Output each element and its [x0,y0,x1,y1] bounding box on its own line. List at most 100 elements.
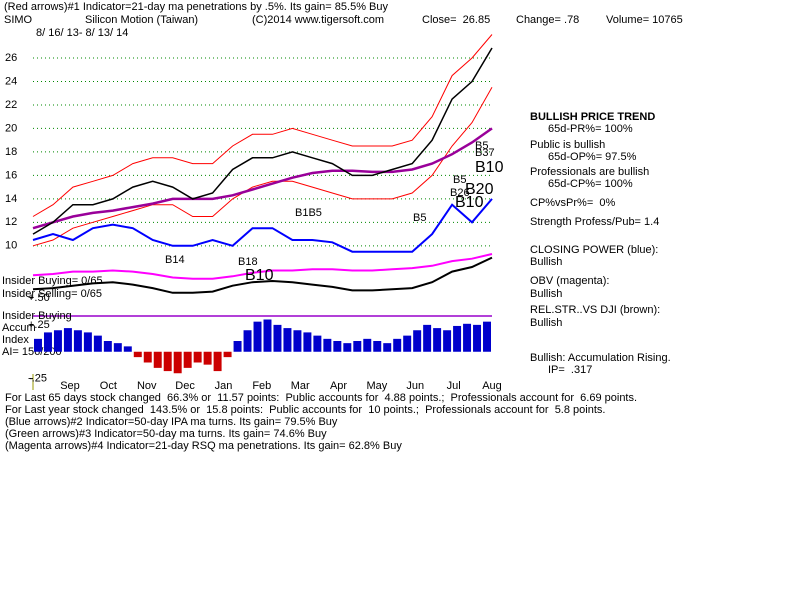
volume: Volume= 10765 [606,14,683,26]
accum-bar [323,338,332,352]
y-tick-label: 26 [5,52,17,64]
insider-note: Insider Buying [2,310,72,322]
accum-bar [473,324,482,352]
accum-bar [433,328,442,352]
x-tick-label: Sep [60,380,80,392]
accum-bar [193,351,202,363]
x-tick-label: Aug [482,380,502,392]
signal-label: B20 [465,181,494,198]
accum-bar [483,321,491,352]
footer-line: (Magenta arrows)#4 Indicator=21-day RSQ … [5,440,402,452]
accum-bar [93,335,102,352]
side-note: IP= .317 [548,364,592,376]
accum-bar [353,341,362,352]
accum-bar [253,321,262,352]
accum-bar [283,328,292,352]
y-tick-label: 14 [5,193,17,205]
signal-label: B5 [413,212,426,224]
insider-note: Index [2,334,29,346]
signal-label: B10 [475,159,504,176]
side-note: Bullish [530,256,562,268]
close: Close= 26.85 [422,14,490,26]
insider-note: Insider Buying= 0/65 [2,275,103,287]
accum-bar [143,351,152,363]
y-tick-label: 18 [5,146,17,158]
signal-label: B10 [455,194,484,211]
side-note: Public is bullish [530,139,605,151]
accum-bar [113,343,122,352]
accum-bar [243,330,252,352]
series-line [32,253,493,280]
signal-label: B1B5 [295,207,322,219]
accum-bar [313,335,322,352]
accum-bar [273,324,282,352]
company: Silicon Motion (Taiwan) [85,14,198,26]
y-tick-label: -.25 [28,373,47,385]
signal-label: B26 [450,187,470,199]
insider-note: AI= 156/200 [2,346,62,358]
x-tick-label: Jul [447,380,461,392]
side-note: 65d-OP%= 97.5% [548,151,637,163]
accum-bar [423,324,432,352]
accum-bar [213,351,222,372]
side-note: Strength Profess/Pub= 1.4 [530,216,659,228]
side-note: 65d-CP%= 100% [548,178,633,190]
signal-label: B10 [245,267,274,284]
series-line [32,47,493,235]
copyright: (C)2014 www.tigersoft.com [252,14,384,26]
accum-bar [133,351,142,358]
side-note: BULLISH PRICE TREND [530,111,655,123]
y-tick-label: 12 [5,216,17,228]
accum-bar [393,338,402,352]
y-tick-label: 10 [5,240,17,252]
side-note: CP%vsPr%= 0% [530,197,615,209]
footer-line: (Green arrows)#3 Indicator=50-day ma tur… [5,428,327,440]
x-tick-label: Nov [137,380,157,392]
signal-label: B14 [165,254,185,266]
x-tick-label: Dec [175,380,195,392]
signal-label: B37 [475,147,495,159]
footer-line: For Last 65 days stock changed 66.3% or … [5,392,637,404]
side-note: CLOSING POWER (blue): [530,244,658,256]
accum-bar [163,351,172,372]
signal-label: B5 [475,140,488,152]
accum-bar [443,330,452,352]
signal-label: B5 [453,174,466,186]
x-tick-label: Apr [330,380,347,392]
accum-bar [403,335,412,352]
x-tick-label: Jan [215,380,233,392]
symbol: SIMO [4,14,33,26]
series-line [32,34,493,217]
side-note: Professionals are bullish [530,166,649,178]
side-note: Bullish [530,317,562,329]
y-tick-label: 24 [5,75,17,87]
footer-line: For Last year stock changed 143.5% or 15… [5,404,605,416]
side-note: REL.STR..VS DJI (brown): [530,304,660,316]
insider-note: Accum [2,322,36,334]
accum-bar [203,351,212,365]
signal-label: B18 [238,256,258,268]
y-tick-label: 16 [5,169,17,181]
accum-bar [333,341,342,352]
side-note: Bullish [530,288,562,300]
accum-bar [463,323,472,352]
side-note: 65d-PR%= 100% [548,123,633,135]
accum-bar [183,351,192,368]
accum-bar [103,341,112,352]
accum-bar [73,330,82,352]
accum-bar [83,332,92,352]
x-tick-label: May [367,380,388,392]
y-tick-label: 22 [5,99,17,111]
side-note: Bullish: Accumulation Rising. [530,352,671,364]
accum-bar [303,332,312,352]
change: Change= .78 [516,14,579,26]
x-tick-label: Feb [252,380,271,392]
accum-bar [123,346,132,352]
accum-bar [53,330,62,352]
accum-bar [233,341,242,352]
accum-bar [63,328,72,352]
insider-note: Insider Selling= 0/65 [2,288,102,300]
accum-bar [413,330,422,352]
accum-bar [263,319,272,352]
